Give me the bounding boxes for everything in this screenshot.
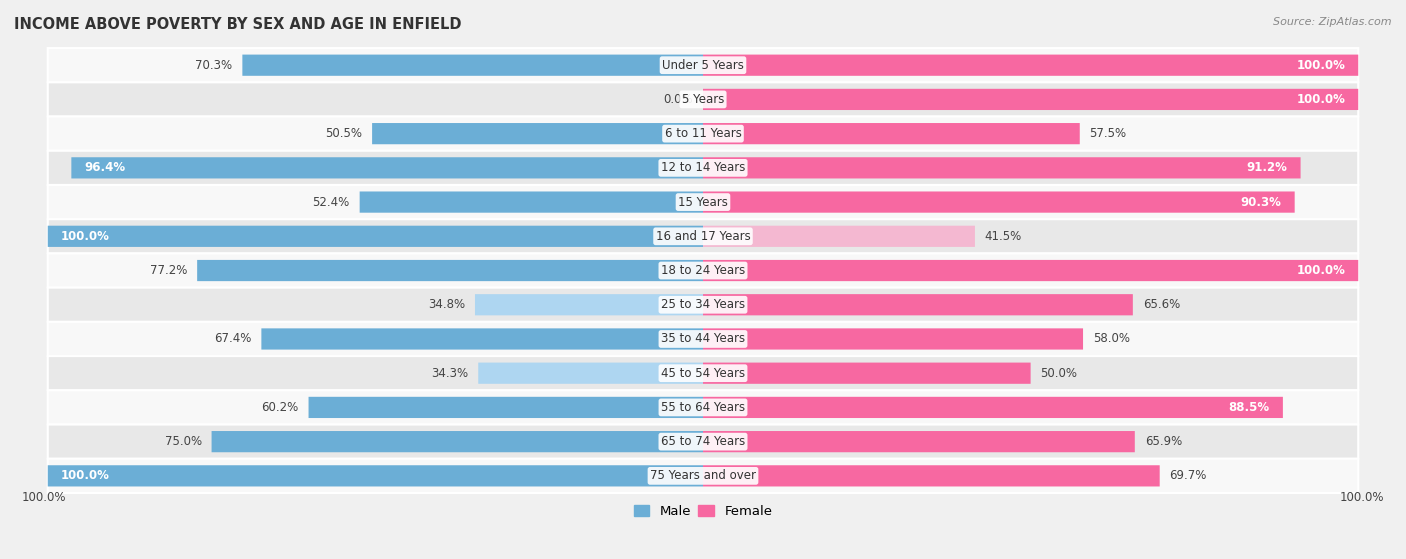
Text: 58.0%: 58.0% (1092, 333, 1130, 345)
FancyBboxPatch shape (703, 431, 1135, 452)
Text: 5 Years: 5 Years (682, 93, 724, 106)
Text: 100.0%: 100.0% (1340, 491, 1385, 504)
Text: Under 5 Years: Under 5 Years (662, 59, 744, 72)
FancyBboxPatch shape (48, 322, 1358, 356)
Text: 18 to 24 Years: 18 to 24 Years (661, 264, 745, 277)
Text: 34.3%: 34.3% (432, 367, 468, 380)
FancyBboxPatch shape (478, 363, 703, 384)
Text: 35 to 44 Years: 35 to 44 Years (661, 333, 745, 345)
Text: 100.0%: 100.0% (60, 470, 110, 482)
Text: 45 to 54 Years: 45 to 54 Years (661, 367, 745, 380)
FancyBboxPatch shape (703, 226, 974, 247)
FancyBboxPatch shape (48, 390, 1358, 424)
FancyBboxPatch shape (48, 424, 1358, 459)
FancyBboxPatch shape (48, 219, 1358, 253)
Text: 65.9%: 65.9% (1144, 435, 1182, 448)
Text: 12 to 14 Years: 12 to 14 Years (661, 162, 745, 174)
FancyBboxPatch shape (308, 397, 703, 418)
Text: 55 to 64 Years: 55 to 64 Years (661, 401, 745, 414)
Text: 90.3%: 90.3% (1240, 196, 1282, 209)
Text: 69.7%: 69.7% (1170, 470, 1206, 482)
FancyBboxPatch shape (703, 328, 1083, 349)
FancyBboxPatch shape (48, 82, 1358, 116)
FancyBboxPatch shape (242, 55, 703, 76)
Legend: Male, Female: Male, Female (628, 500, 778, 523)
Text: 0.0%: 0.0% (664, 93, 693, 106)
Text: 100.0%: 100.0% (1296, 93, 1346, 106)
Text: 100.0%: 100.0% (60, 230, 110, 243)
Text: 100.0%: 100.0% (1296, 264, 1346, 277)
FancyBboxPatch shape (703, 465, 1160, 486)
Text: 34.8%: 34.8% (427, 299, 465, 311)
FancyBboxPatch shape (48, 185, 1358, 219)
FancyBboxPatch shape (475, 294, 703, 315)
Text: 52.4%: 52.4% (312, 196, 350, 209)
FancyBboxPatch shape (48, 288, 1358, 322)
FancyBboxPatch shape (48, 116, 1358, 151)
FancyBboxPatch shape (262, 328, 703, 349)
FancyBboxPatch shape (373, 123, 703, 144)
FancyBboxPatch shape (360, 192, 703, 212)
Text: 50.0%: 50.0% (1040, 367, 1077, 380)
Text: INCOME ABOVE POVERTY BY SEX AND AGE IN ENFIELD: INCOME ABOVE POVERTY BY SEX AND AGE IN E… (14, 17, 461, 32)
Text: 91.2%: 91.2% (1247, 162, 1288, 174)
FancyBboxPatch shape (48, 226, 703, 247)
FancyBboxPatch shape (703, 192, 1295, 212)
Text: 77.2%: 77.2% (150, 264, 187, 277)
Text: 57.5%: 57.5% (1090, 127, 1126, 140)
FancyBboxPatch shape (48, 253, 1358, 288)
Text: 25 to 34 Years: 25 to 34 Years (661, 299, 745, 311)
FancyBboxPatch shape (48, 48, 1358, 82)
Text: 60.2%: 60.2% (262, 401, 298, 414)
FancyBboxPatch shape (703, 260, 1358, 281)
FancyBboxPatch shape (48, 465, 703, 486)
FancyBboxPatch shape (211, 431, 703, 452)
Text: 75.0%: 75.0% (165, 435, 201, 448)
FancyBboxPatch shape (48, 356, 1358, 390)
Text: 16 and 17 Years: 16 and 17 Years (655, 230, 751, 243)
FancyBboxPatch shape (703, 89, 1358, 110)
Text: 6 to 11 Years: 6 to 11 Years (665, 127, 741, 140)
Text: 50.5%: 50.5% (325, 127, 363, 140)
FancyBboxPatch shape (48, 459, 1358, 493)
FancyBboxPatch shape (197, 260, 703, 281)
Text: 75 Years and over: 75 Years and over (650, 470, 756, 482)
Text: Source: ZipAtlas.com: Source: ZipAtlas.com (1274, 17, 1392, 27)
Text: 100.0%: 100.0% (21, 491, 66, 504)
Text: 88.5%: 88.5% (1229, 401, 1270, 414)
FancyBboxPatch shape (703, 157, 1301, 178)
FancyBboxPatch shape (703, 294, 1133, 315)
FancyBboxPatch shape (703, 55, 1358, 76)
FancyBboxPatch shape (48, 151, 1358, 185)
Text: 100.0%: 100.0% (1296, 59, 1346, 72)
Text: 96.4%: 96.4% (84, 162, 125, 174)
Text: 67.4%: 67.4% (214, 333, 252, 345)
FancyBboxPatch shape (72, 157, 703, 178)
Text: 65.6%: 65.6% (1143, 299, 1180, 311)
Text: 15 Years: 15 Years (678, 196, 728, 209)
FancyBboxPatch shape (703, 397, 1282, 418)
Text: 41.5%: 41.5% (984, 230, 1022, 243)
FancyBboxPatch shape (703, 363, 1031, 384)
FancyBboxPatch shape (703, 123, 1080, 144)
Text: 70.3%: 70.3% (195, 59, 232, 72)
Text: 65 to 74 Years: 65 to 74 Years (661, 435, 745, 448)
